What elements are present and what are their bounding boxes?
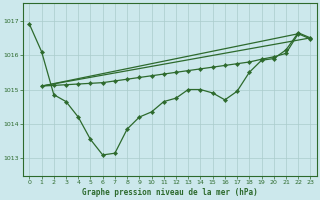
X-axis label: Graphe pression niveau de la mer (hPa): Graphe pression niveau de la mer (hPa) (82, 188, 258, 197)
